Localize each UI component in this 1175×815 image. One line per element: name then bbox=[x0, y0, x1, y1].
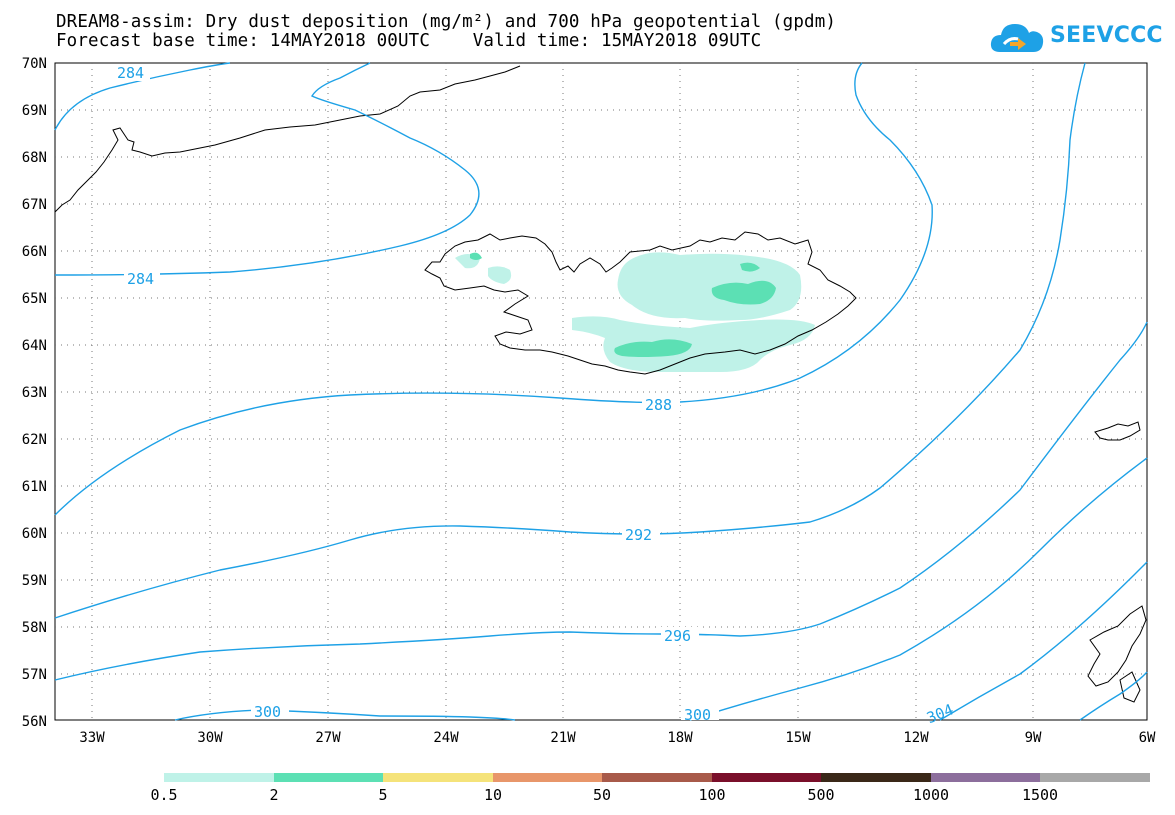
lat-label: 66N bbox=[22, 244, 47, 260]
lat-label: 60N bbox=[22, 526, 47, 542]
colorbar-label: 1000 bbox=[912, 786, 950, 804]
contour-label: 300 bbox=[254, 703, 281, 721]
colorbar-swatch bbox=[1040, 773, 1150, 782]
colorbar-label: 50 bbox=[592, 786, 612, 804]
lat-label: 69N bbox=[22, 103, 47, 119]
lon-label: 33W bbox=[79, 730, 105, 746]
seevccc-logo: SEEVCCC bbox=[988, 18, 1163, 60]
contour-label: 288 bbox=[645, 396, 672, 414]
contour-label: 296 bbox=[664, 627, 691, 645]
lat-label: 64N bbox=[22, 338, 47, 354]
dust-deposition-field bbox=[455, 252, 815, 372]
coastlines bbox=[54, 65, 1147, 703]
colorbar-label: 5 bbox=[378, 786, 388, 804]
contour-label: 284 bbox=[127, 270, 154, 288]
lat-label: 56N bbox=[22, 714, 47, 730]
lon-label: 6W bbox=[1139, 730, 1156, 746]
lat-label: 58N bbox=[22, 620, 47, 636]
colorbar-label: 2 bbox=[269, 786, 279, 804]
logo-text: SEEVCCC bbox=[1050, 23, 1163, 48]
lat-label: 63N bbox=[22, 385, 47, 401]
lon-label: 12W bbox=[903, 730, 929, 746]
contour-label: 300 bbox=[684, 706, 711, 724]
lat-label: 68N bbox=[22, 150, 47, 166]
lat-label: 62N bbox=[22, 432, 47, 448]
lon-label: 24W bbox=[433, 730, 459, 746]
contour-label: 284 bbox=[117, 64, 144, 82]
lon-label: 30W bbox=[197, 730, 223, 746]
colorbar-swatch bbox=[602, 773, 712, 782]
lat-label: 59N bbox=[22, 573, 47, 589]
colorbar-swatch bbox=[164, 773, 274, 782]
map-title-line2: Forecast base time: 14MAY2018 00UTC Vali… bbox=[56, 31, 762, 51]
lat-label: 61N bbox=[22, 479, 47, 495]
colorbar-label: 10 bbox=[483, 786, 503, 804]
colorbar-swatch bbox=[712, 773, 821, 782]
contour-label: 292 bbox=[625, 526, 652, 544]
lon-label: 21W bbox=[550, 730, 576, 746]
cloud-icon bbox=[990, 24, 1044, 52]
map-title-line1: DREAM8-assim: Dry dust deposition (mg/m²… bbox=[56, 12, 837, 32]
lat-label: 57N bbox=[22, 667, 47, 683]
longitude-labels: 33W 30W 27W 24W 21W 18W 15W 12W 9W 6W bbox=[79, 730, 1156, 746]
colorbar-label: 500 bbox=[807, 786, 835, 804]
lat-label: 65N bbox=[22, 291, 47, 307]
lon-label: 9W bbox=[1025, 730, 1042, 746]
colorbar-label: 100 bbox=[698, 786, 726, 804]
colorbar-swatch bbox=[383, 773, 493, 782]
colorbar-swatch bbox=[274, 773, 383, 782]
colorbar-swatch bbox=[493, 773, 602, 782]
contour-labels: 284 284 288 292 296 300 300 304 bbox=[114, 64, 956, 727]
colorbar-label: 1500 bbox=[1021, 786, 1059, 804]
lat-label: 67N bbox=[22, 197, 47, 213]
latitude-labels: 70N 69N 68N 67N 66N 65N 64N 63N 62N 61N … bbox=[22, 56, 47, 730]
lon-label: 15W bbox=[785, 730, 811, 746]
colorbar-swatch bbox=[931, 773, 1040, 782]
lon-label: 27W bbox=[315, 730, 341, 746]
lat-label: 70N bbox=[22, 56, 47, 72]
lon-label: 18W bbox=[667, 730, 693, 746]
colorbar-label: 0.5 bbox=[150, 786, 178, 804]
colorbar-swatch bbox=[821, 773, 931, 782]
